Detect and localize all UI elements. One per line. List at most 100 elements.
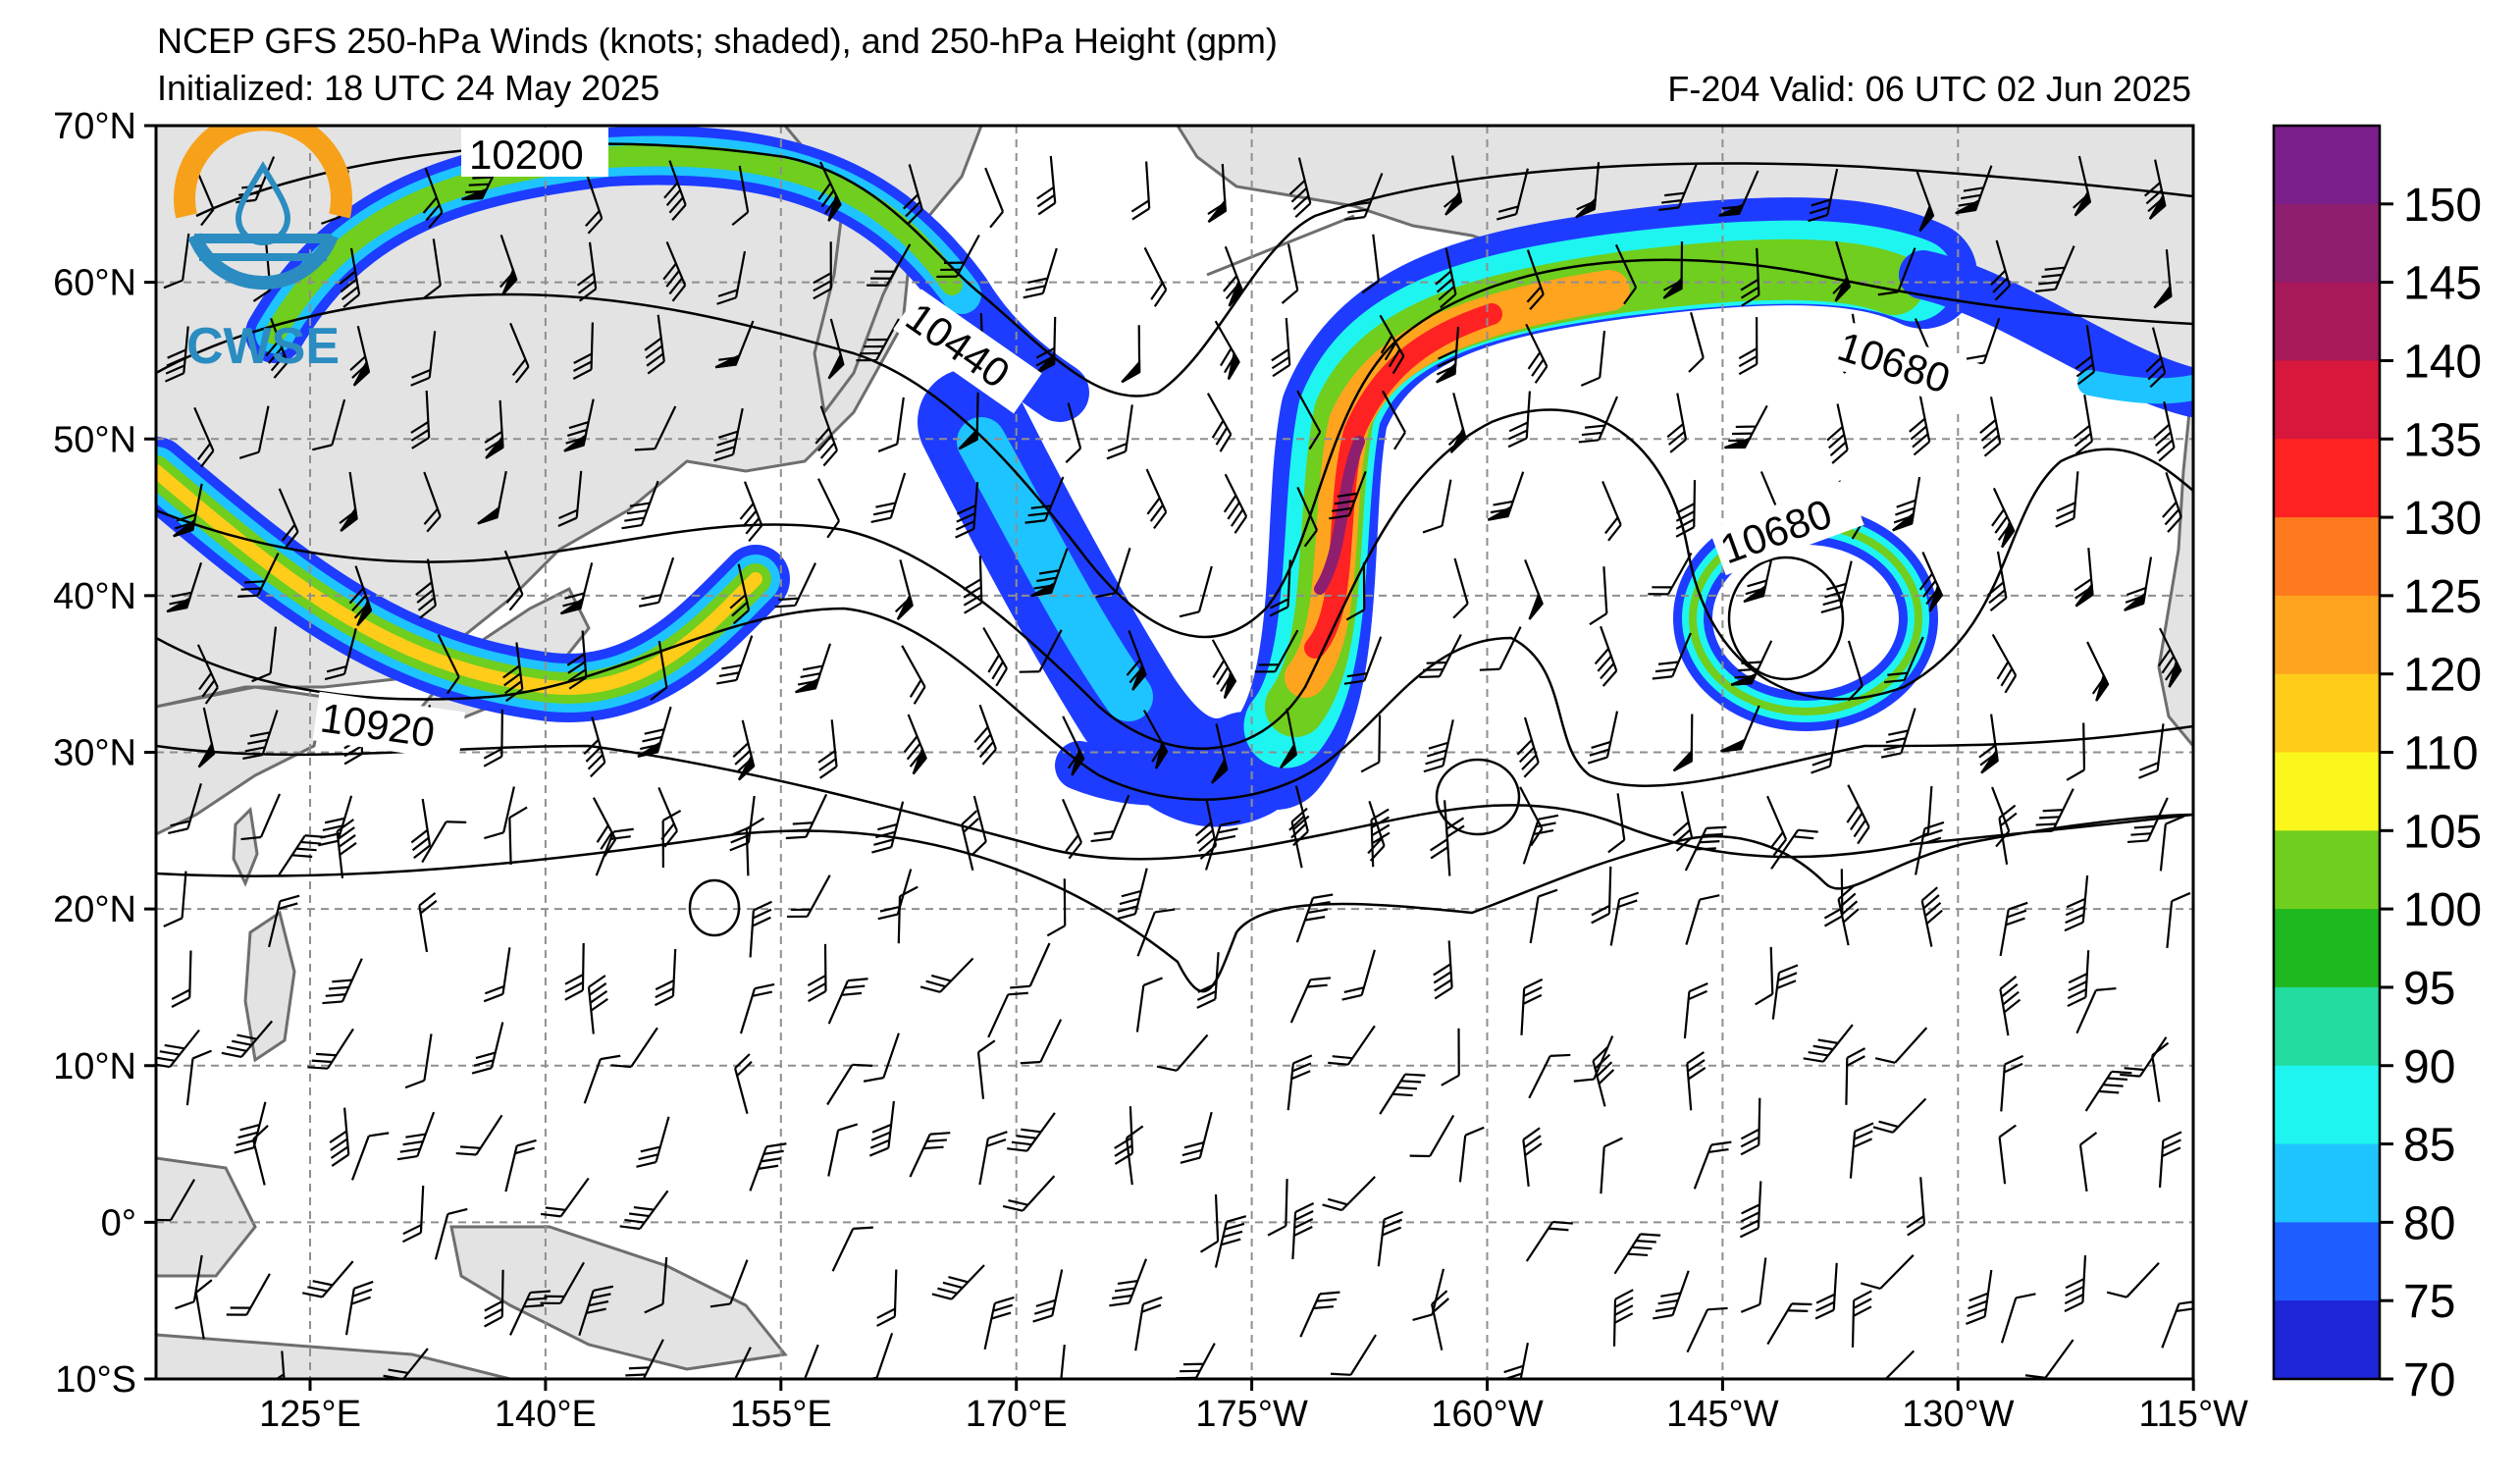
wind-barb [1845,1047,1866,1105]
wind-barb [1023,247,1058,299]
wind-barb [1412,1268,1445,1321]
wind-barb [817,478,841,539]
wind-barb [1065,402,1082,463]
wind-barb [483,947,511,1003]
wind-barb [1329,471,1367,520]
wind-barb [749,900,772,958]
wind-barb [1179,565,1213,618]
wind-barb [1693,1140,1732,1190]
wind-barb [1991,487,2016,549]
initialized-time: Initialized: 18 UTC 24 May 2025 [157,68,660,108]
wind-barb [1207,163,1227,223]
wind-barb [557,470,583,527]
wind-barb [1826,403,1849,464]
wind-barb [1445,817,1465,876]
wind-barb [831,1226,873,1272]
wind-barb [251,1125,269,1186]
wind-barb [2074,325,2096,386]
wind-barb [455,1114,503,1156]
wind-barb [1688,312,1705,373]
wind-barb [1106,404,1133,460]
wind-barb [1990,239,2011,301]
wind-barb [197,707,216,768]
wind-barb [1823,869,1844,927]
wind-barb [410,798,432,860]
wind-barb [166,561,203,613]
colorbar-segment [2274,282,2380,361]
wind-barb [1847,640,1864,702]
lat-tick-label: 60°N [53,263,136,304]
wind-barb [1370,808,1391,868]
lat-tick-label: 50°N [53,419,136,460]
wind-barb [2035,245,2075,292]
wind-barb [2153,400,2176,462]
wind-barb [1739,1181,1762,1239]
colorbar-segment [2274,1065,2380,1145]
wind-barb [461,155,504,201]
wind-barb [1436,326,1460,384]
wind-barb [1851,1290,1872,1348]
wind-barb [1520,978,1544,1035]
wind-barb [1214,1215,1247,1268]
wind-barb [499,235,518,295]
wind-barb [1998,1124,2017,1185]
wind-barb [564,942,585,1001]
wind-barb [156,1179,196,1222]
lon-tick-label: 125°E [259,1394,361,1435]
wind-barb [242,710,279,760]
wind-barb [919,957,974,993]
wind-barb [1672,714,1694,772]
wind-barb [1612,1289,1634,1347]
colorbar-tick-label: 135 [2403,414,2482,466]
wind-barb [484,399,504,459]
wind-shading [156,126,2193,827]
wind-barb [1345,562,1366,621]
lat-tick-label: 10°N [53,1046,136,1087]
wind-barb [1430,1290,1449,1351]
wind-barb [502,642,524,703]
wind-barb [1121,325,1141,384]
wind-barb [716,635,754,685]
cwse-logo: CWSE [174,126,352,375]
wind-barb [1529,888,1558,944]
wind-barb [1296,390,1322,450]
wind-barb [619,1190,669,1231]
wind-barb [484,1269,504,1328]
wind-barb [1095,547,1131,599]
wind-barb [983,1296,1015,1351]
wind-barb [978,1131,1008,1186]
wind-barb [1281,243,1299,304]
wind-barb [787,874,831,919]
wind-barb [2084,1070,2132,1112]
wind-barb [1601,480,1622,542]
wind-barb [1516,716,1540,778]
wind-barb [2055,471,2079,528]
wind-barb [1109,1258,1148,1307]
wind-barb [1770,828,1818,870]
colorbar-segment [2274,909,2380,988]
wind-barb [903,714,927,775]
wind-barb [1720,705,1760,753]
wind-barb [1683,981,1708,1039]
valid-time: F-204 Valid: 06 UTC 02 Jun 2025 [1667,69,2191,109]
wind-barb [1771,964,1799,1020]
wind-barb [415,558,437,619]
wind-barb [1030,548,1069,598]
wind-barb [592,797,617,858]
wind-barb [1019,629,1063,673]
wind-barb [1036,155,1057,216]
wind-barb [1594,625,1618,687]
wind-barb [1479,626,1522,671]
wind-barb [1528,1053,1571,1099]
wind-barb [1458,1126,1485,1183]
colorbar-tick-label: 140 [2403,336,2482,388]
colorbar-segment [2274,1222,2380,1301]
wind-barb [1724,404,1768,450]
wind-barb [2032,788,2074,833]
wind-barb [2145,327,2167,389]
colorbar-segment [2274,986,2380,1067]
wind-barb [1204,820,1241,871]
wind-barb [661,809,682,869]
wind-barb [1832,240,1852,302]
wind-barb [955,482,979,539]
